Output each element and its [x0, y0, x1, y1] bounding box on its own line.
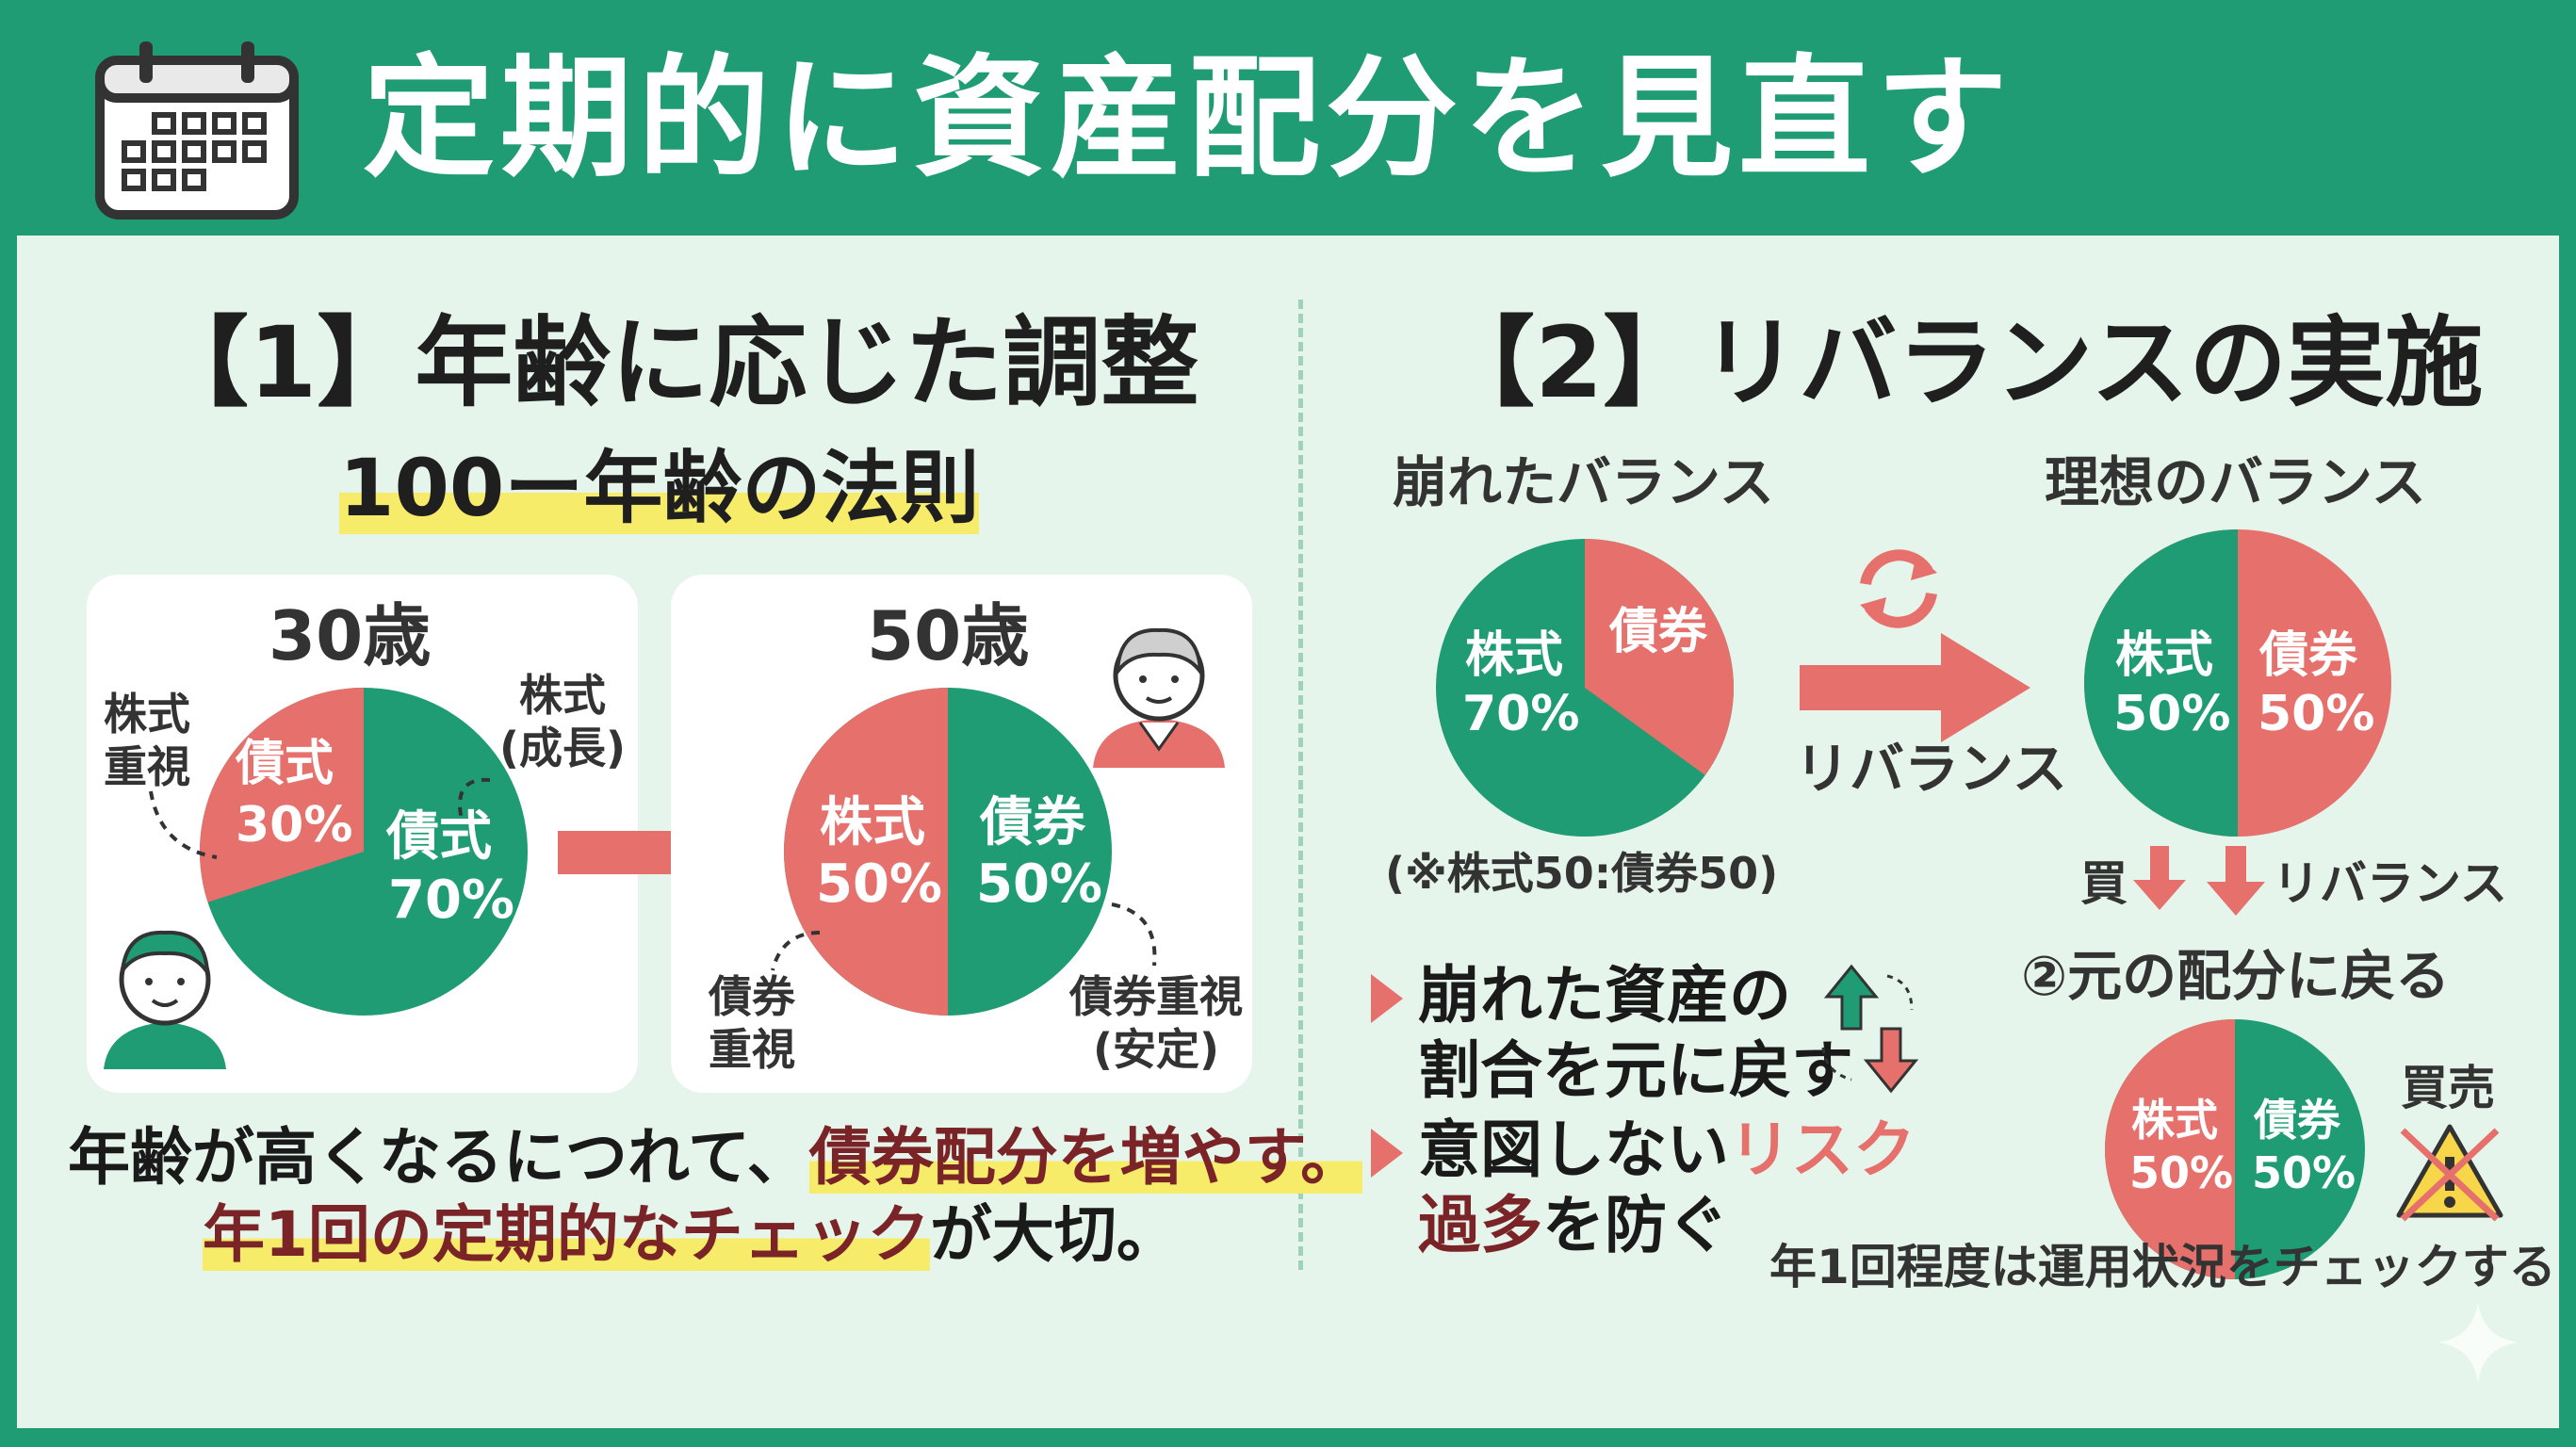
age-50-bond-value: 50% — [976, 854, 1103, 915]
calendar-icon — [95, 41, 299, 219]
page-title: 定期的に資産配分を見直す — [363, 42, 2014, 196]
warning-crossed-icon — [2396, 1124, 2503, 1222]
buy-label: 買 — [2080, 856, 2128, 911]
bullet-1-line2: 割合を元に戻す — [1418, 1034, 1853, 1107]
right-section-title: 【2】リバランスの実施 — [1437, 305, 2484, 420]
age-30-callout-lines — [149, 777, 491, 859]
ideal-bond-value: 50% — [2258, 686, 2375, 742]
age-50-annotation-right: 債券重視 (安定) — [1069, 971, 1243, 1075]
ideal-stock-value: 50% — [2113, 686, 2231, 742]
broken-balance-label: 崩れたバランス — [1393, 450, 1774, 514]
age-50-stock-value: 50% — [816, 854, 943, 915]
restored-pie — [2105, 1019, 2365, 1279]
age-30-bond-value: 30% — [236, 797, 353, 854]
ideal-stock-label: 株式 — [2115, 627, 2214, 684]
buy-arrow-icon — [2133, 846, 2186, 910]
broken-balance-note: (※株式50:債券50) — [1385, 848, 1779, 899]
restored-bond-value: 50% — [2252, 1147, 2356, 1198]
rebalance-arrow — [1800, 633, 2030, 742]
age-50-annotation-left: 債券 重視 — [709, 971, 795, 1075]
section-divider — [1298, 300, 1303, 1270]
broken-bond-label: 債券 — [1609, 604, 1708, 660]
age-30-stock-label: 債式 — [386, 806, 492, 868]
rebalance-arrow-label: リバランス — [1795, 737, 2067, 801]
age-30-label: 30歳 — [269, 596, 432, 675]
sparkle-icon — [2437, 1302, 2519, 1383]
left-summary-line2: 年1回の定期的なチェックが大切。 — [203, 1198, 1179, 1271]
young-person-icon — [104, 930, 226, 1069]
up-down-arrows-icon — [1821, 964, 1919, 1094]
age-50-pie — [784, 688, 1112, 1016]
down-arrow-icon — [2207, 846, 2265, 916]
bullet-2-line1: 意図しないリスク — [1418, 1114, 1916, 1186]
buy-sell-label: 買売 — [2401, 1061, 2495, 1115]
broken-stock-value: 70% — [1462, 686, 1580, 742]
age-50-callout-lines — [771, 902, 1157, 971]
left-section-title: 【1】年齢に応じた調整 — [151, 305, 1199, 420]
bullet-1-line1: 崩れた資産の — [1418, 959, 1791, 1032]
bullet-1-marker — [1371, 974, 1403, 1023]
age-30-annotation-left: 株式 重視 — [104, 689, 190, 792]
bullet-2-marker — [1371, 1129, 1403, 1178]
age-50-label: 50歳 — [867, 596, 1030, 675]
age-30-pie — [199, 688, 528, 1016]
age-30-bond-label: 債式 — [236, 736, 334, 792]
right-footer-note: 年1回程度は運用状況をチェックする — [1769, 1240, 2556, 1294]
age-50-bond-label: 債券 — [980, 792, 1085, 854]
age-30-annotation-right: 株式 (成長) — [499, 670, 627, 773]
rule-subtitle: 100ー年齢の法則 — [339, 442, 980, 534]
restored-stock-value: 50% — [2129, 1147, 2234, 1198]
age-30-stock-value: 70% — [388, 870, 515, 931]
left-summary-line1: 年齢が高くなるにつれて、債券配分を増やす。 — [68, 1121, 1363, 1194]
older-person-icon — [1093, 627, 1225, 768]
rebalance-label-2: リバランス — [2273, 856, 2507, 911]
header: 定期的に資産配分を見直す — [0, 0, 2576, 236]
broken-balance-pie — [1436, 539, 1734, 837]
restored-stock-label: 株式 — [2131, 1095, 2218, 1146]
ideal-balance-label: 理想のバランス — [2045, 450, 2426, 514]
bullet-2-line2: 過多を防ぐ — [1418, 1189, 1729, 1261]
ideal-balance-pie — [2084, 529, 2391, 837]
broken-stock-label: 株式 — [1465, 627, 1564, 684]
return-allocation-label: ②元の配分に戻る — [2021, 944, 2451, 1008]
age-50-stock-label: 株式 — [820, 792, 925, 854]
refresh-icon — [1860, 549, 1937, 628]
ideal-bond-label: 債券 — [2259, 627, 2358, 684]
restored-bond-label: 債券 — [2254, 1095, 2340, 1146]
